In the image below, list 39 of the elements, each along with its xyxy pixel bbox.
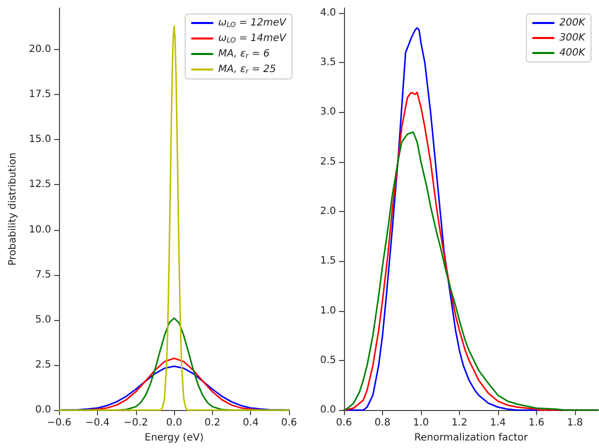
y-tick-label: 7.5 [35, 269, 52, 280]
legend-label: 400K [559, 48, 586, 58]
x-axis-title: Renormalization factor [414, 432, 529, 444]
x-tick-label: −0.6 [47, 418, 72, 429]
legend-label: 200K [559, 18, 586, 28]
y-tick-label: 0.5 [320, 354, 336, 366]
y-tick-label: 15.0 [28, 134, 52, 146]
y-tick-label: 5.0 [35, 314, 52, 326]
y-tick-label: 0.0 [320, 404, 336, 416]
y-tick-label: 2.0 [320, 206, 336, 218]
x-tick-label: 1.6 [528, 418, 544, 429]
x-tick-label: 0.0 [166, 418, 182, 429]
y-tick-label: 10.0 [28, 224, 52, 236]
y-tick-label: 1.0 [320, 305, 336, 316]
x-tick-label: −0.4 [85, 418, 110, 429]
line-series [87, 358, 262, 411]
y-tick-label: 12.5 [28, 179, 52, 190]
y-tick-label: 20.0 [28, 44, 52, 55]
y-tick-label: 0.0 [35, 404, 52, 416]
y-axis-title: Probability distribution [8, 152, 18, 266]
y-tick-label: 3.0 [320, 106, 336, 118]
y-tick-label: 1.5 [320, 256, 336, 267]
x-tick-label: 0.6 [336, 418, 352, 429]
y-tick-label: 2.5 [320, 156, 336, 168]
x-tick-label: −0.2 [124, 418, 148, 429]
y-tick-label: 17.5 [28, 89, 52, 100]
y-tick-label: 3.5 [320, 57, 336, 68]
x-tick-label: 0.4 [242, 418, 259, 429]
x-tick-label: 1.8 [566, 418, 583, 429]
x-tick-label: 1.2 [452, 418, 468, 429]
y-tick-label: 4.0 [320, 7, 336, 18]
x-tick-label: 0.8 [374, 418, 390, 429]
x-axis-title: Energy (eV) [144, 432, 204, 444]
x-tick-label: 1.4 [490, 418, 506, 429]
legend-label: 300K [559, 32, 586, 44]
x-tick-label: 0.6 [281, 418, 297, 429]
x-tick-label: 0.2 [204, 418, 220, 429]
y-tick-label: 2.5 [35, 360, 52, 371]
x-tick-label: 1.0 [413, 418, 429, 429]
